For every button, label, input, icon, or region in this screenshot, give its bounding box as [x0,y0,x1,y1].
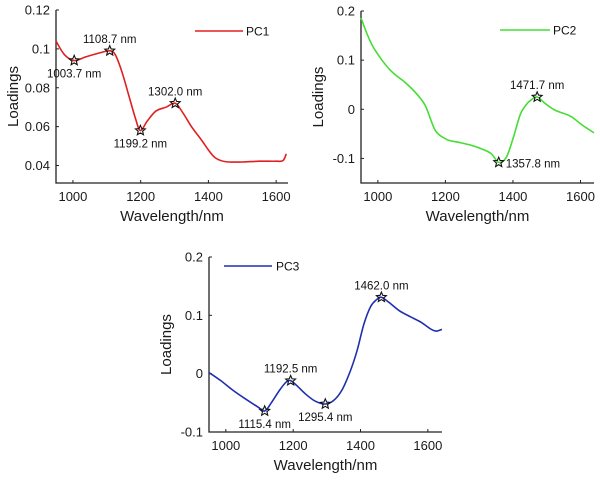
y-tick-label: 0.1 [32,41,50,56]
legend-pc2: PC2 [500,24,577,38]
series-line-pc1 [55,40,288,163]
peak-annotation: 1115.4 nm [238,419,291,431]
y-tick-label: 0.2 [337,4,355,19]
series-line-pc2 [360,17,595,164]
y-tick-label: -0.1 [181,425,203,440]
star-marker [258,404,272,417]
legend-pc3: PC3 [224,260,300,274]
y-axis-label: Loadings [158,314,175,375]
y-tick-label: 0.04 [25,158,50,173]
peak-annotation: 1357.8 nm [506,158,560,170]
star-marker [134,123,147,136]
axes-pc2 [360,11,594,184]
x-tick-label: 1000 [58,189,87,204]
star-marker [67,53,81,66]
chart-pc2: 1000 1200 1400 1600 -0.1 0 0.1 0.2 Wavelength/nm… [310,4,595,226]
x-tick-label: 1200 [279,438,308,453]
legend-label: PC2 [553,24,577,38]
y-tick-label: 0.12 [25,3,50,18]
y-tick-label: 0 [196,366,203,381]
y-tick-label: -0.1 [333,151,355,166]
axes-pc1 [55,10,288,184]
peak-annotation: 1302.0 nm [148,86,202,98]
star-marker [103,44,117,57]
star-marker [492,155,506,168]
y-tick-label: 0.06 [25,119,50,134]
peak-annotation: 1199.2 nm [114,139,168,151]
star-marker [318,397,332,410]
peak-annotation: 1192.5 nm [264,364,318,376]
peak-annotation: 1462.0 nm [354,280,408,292]
series-line-pc3 [208,296,443,412]
peak-annotation: 1108.7 nm [83,34,137,46]
chart-pc3: 1000 1200 1400 1600 -0.1 0 0.1 0.2 Wavelength/nm… [158,250,442,475]
x-tick-label: 1200 [431,189,460,204]
star-marker [530,90,544,103]
peak-annotation: 1003.7 nm [47,69,101,81]
y-tick-label: 0.2 [185,250,203,265]
chart-pc1: 1000 1200 1400 1600 0.04 0.06 0.08 0.1 0.12 Wavel… [5,3,291,226]
x-tick-label: 1600 [413,438,442,453]
peak-annotation: 1471.7 nm [510,80,564,92]
x-tick-label: 1400 [498,189,527,204]
x-tick-label: 1600 [566,189,595,204]
y-axis-label: Loadings [310,67,327,128]
x-axis-label: Wavelength/nm [274,457,378,474]
x-axis-label: Wavelength/nm [426,208,530,225]
x-tick-label: 1400 [194,189,223,204]
legend-label: PC3 [276,260,300,274]
y-axis-label: Loadings [5,66,22,127]
legend-pc1: PC1 [195,25,270,39]
x-tick-label: 1600 [262,189,291,204]
x-tick-label: 1200 [126,189,155,204]
y-tick-label: 0 [348,102,355,117]
star-marker [375,290,388,303]
legend-label: PC1 [246,25,270,39]
y-tick-label: 0.1 [185,308,203,323]
x-tick-label: 1400 [346,438,375,453]
y-tick-label: 0.1 [337,53,355,68]
star-marker [284,374,297,387]
y-tick-label: 0.08 [25,80,50,95]
x-axis-label: Wavelength/nm [120,208,224,225]
x-tick-label: 1000 [363,189,392,204]
x-tick-label: 1000 [211,438,240,453]
peak-annotation: 1295.4 nm [298,412,352,424]
star-marker [168,96,182,109]
